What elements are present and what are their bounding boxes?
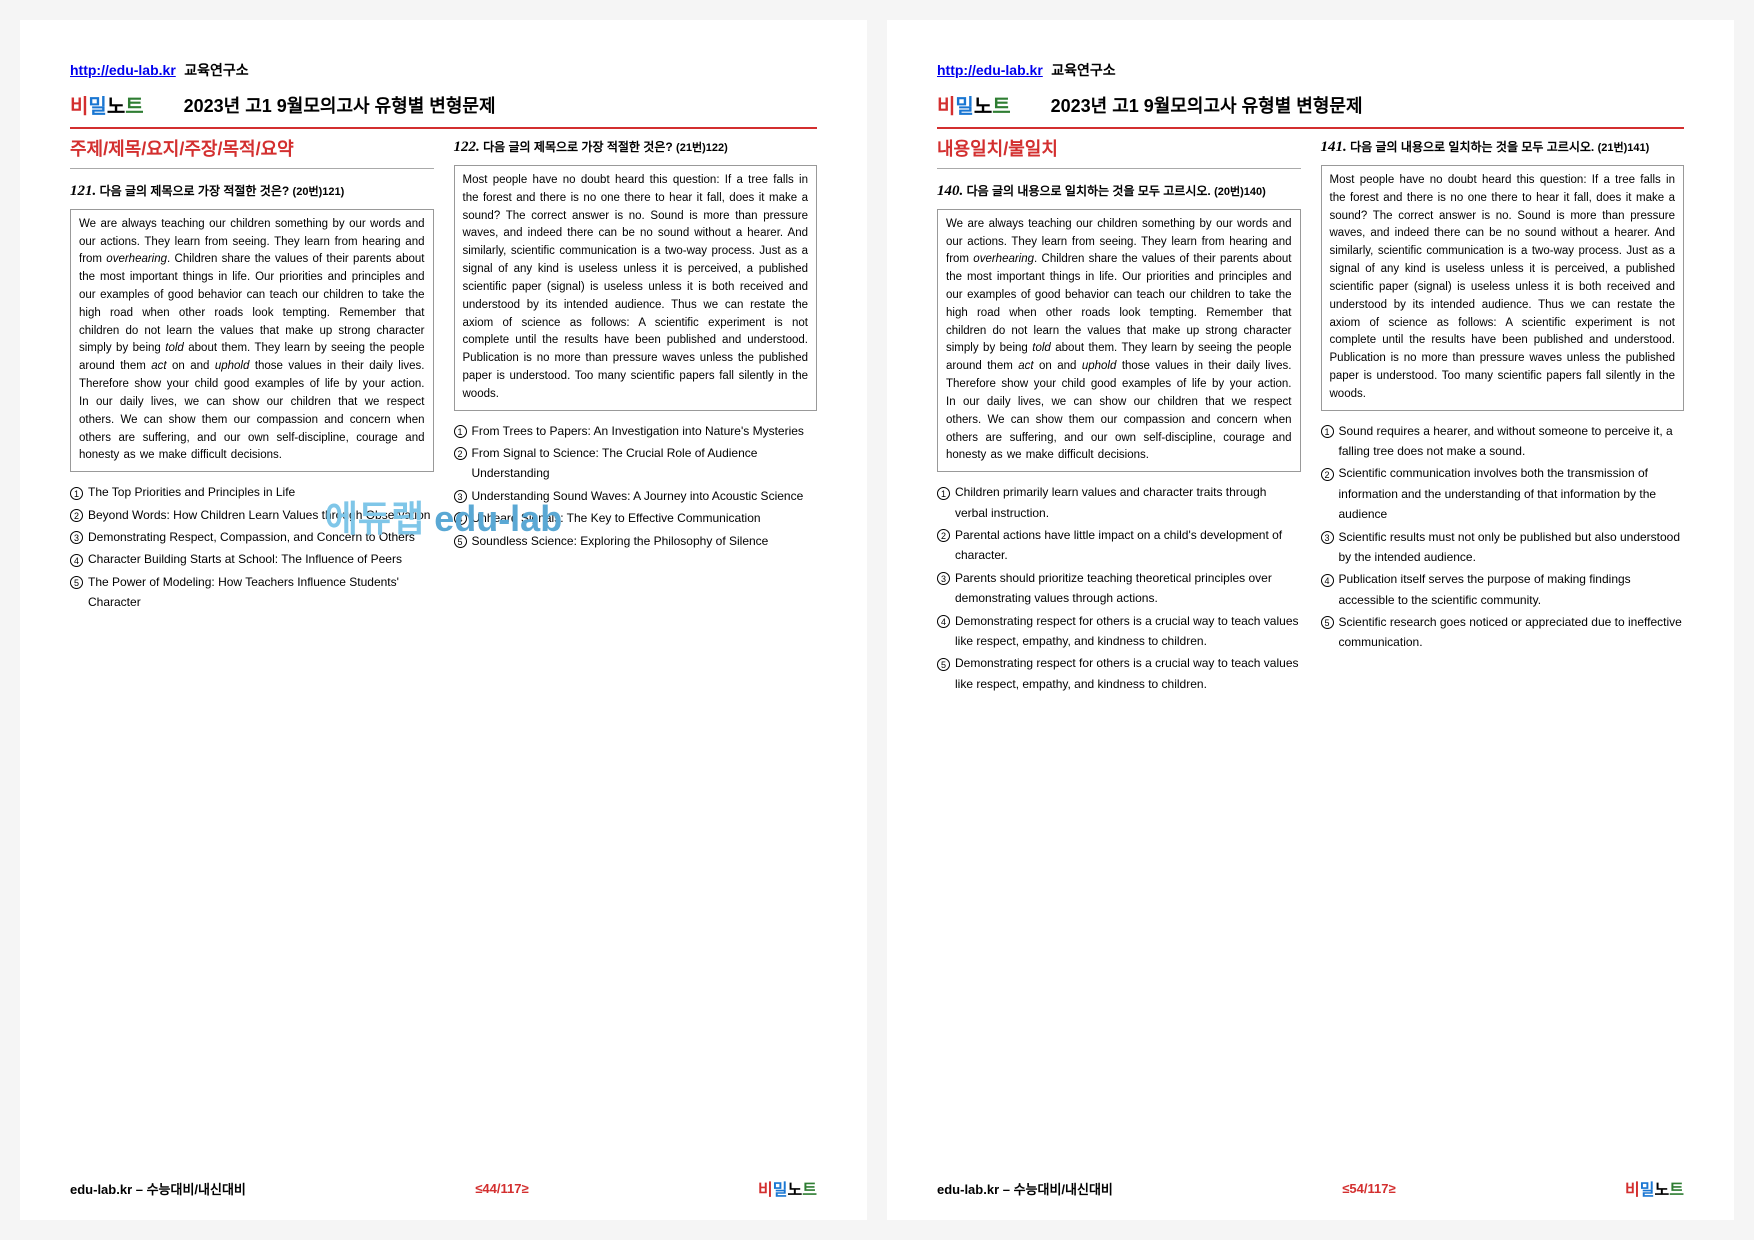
document-page-1: http://edu-lab.kr 교육연구소 비밀노트 2023년 고1 9월… (20, 20, 867, 1220)
header-row: http://edu-lab.kr 교육연구소 (70, 60, 817, 80)
option: 4Unheard Signals: The Key to Effective C… (454, 508, 818, 528)
title-row: 비밀노트 2023년 고1 9월모의고사 유형별 변형문제 (70, 90, 817, 119)
brand-logo: 비밀노트 (937, 90, 1011, 119)
option: 5Demonstrating respect for others is a c… (937, 653, 1301, 694)
options-121: 1The Top Priorities and Principles in Li… (70, 482, 434, 612)
question-header-141: 141. 다음 글의 내용으로 일치하는 것을 모두 고르시오. (21번)14… (1321, 135, 1685, 159)
title-row: 비밀노트 2023년 고1 9월모의고사 유형별 변형문제 (937, 90, 1684, 119)
header-org: 교육연구소 (184, 62, 248, 78)
footer: edu-lab.kr – 수능대비/내신대비 ≤44/117≥ 비밀노트 (70, 1166, 817, 1200)
divider-red (70, 127, 817, 129)
option: 5The Power of Modeling: How Teachers Inf… (70, 572, 434, 613)
option: 3Demonstrating Respect, Compassion, and … (70, 527, 434, 547)
section-title: 주제/제목/요지/주장/목적/요약 (70, 135, 434, 164)
options-140: 1Children primarily learn values and cha… (937, 482, 1301, 694)
header-link[interactable]: http://edu-lab.kr (70, 62, 176, 78)
document-page-2: http://edu-lab.kr 교육연구소 비밀노트 2023년 고1 9월… (887, 20, 1734, 1220)
passage-140: We are always teaching our children some… (937, 209, 1301, 472)
column-left: 주제/제목/요지/주장/목적/요약 121. 다음 글의 제목으로 가장 적절한… (70, 135, 434, 1166)
option: 4Demonstrating respect for others is a c… (937, 611, 1301, 652)
options-141: 1Sound requires a hearer, and without so… (1321, 421, 1685, 653)
question-header-122: 122. 다음 글의 제목으로 가장 적절한 것은? (21번)122) (454, 135, 818, 159)
option: 1Children primarily learn values and cha… (937, 482, 1301, 523)
footer-logo: 비밀노트 (758, 1176, 817, 1200)
option: 3Understanding Sound Waves: A Journey in… (454, 486, 818, 506)
header-org: 교육연구소 (1051, 62, 1115, 78)
option: 2Scientific communication involves both … (1321, 463, 1685, 524)
section-title: 내용일치/불일치 (937, 135, 1301, 164)
divider-red (937, 127, 1684, 129)
option: 1The Top Priorities and Principles in Li… (70, 482, 434, 502)
option: 2From Signal to Science: The Crucial Rol… (454, 443, 818, 484)
option: 2Beyond Words: How Children Learn Values… (70, 505, 434, 525)
footer-logo: 비밀노트 (1625, 1176, 1684, 1200)
header-link[interactable]: http://edu-lab.kr (937, 62, 1043, 78)
option: 5Soundless Science: Exploring the Philos… (454, 531, 818, 551)
content-columns: 내용일치/불일치 140. 다음 글의 내용으로 일치하는 것을 모두 고르시오… (937, 135, 1684, 1166)
question-header-121: 121. 다음 글의 제목으로 가장 적절한 것은? (20번)121) (70, 179, 434, 203)
footer: edu-lab.kr – 수능대비/내신대비 ≤54/117≥ 비밀노트 (937, 1166, 1684, 1200)
option: 3Scientific results must not only be pub… (1321, 527, 1685, 568)
passage-121: We are always teaching our children some… (70, 209, 434, 472)
brand-logo: 비밀노트 (70, 90, 144, 119)
option: 1Sound requires a hearer, and without so… (1321, 421, 1685, 462)
column-right: 141. 다음 글의 내용으로 일치하는 것을 모두 고르시오. (21번)14… (1321, 135, 1685, 1166)
content-columns: 주제/제목/요지/주장/목적/요약 121. 다음 글의 제목으로 가장 적절한… (70, 135, 817, 1166)
option: 1From Trees to Papers: An Investigation … (454, 421, 818, 441)
divider-grey (937, 168, 1301, 169)
footer-left: edu-lab.kr – 수능대비/내신대비 (70, 1179, 246, 1198)
document-title: 2023년 고1 9월모의고사 유형별 변형문제 (1051, 92, 1363, 118)
option: 3 Parents should prioritize teaching the… (937, 568, 1301, 609)
passage-122: Most people have no doubt heard this que… (454, 165, 818, 411)
column-right: 122. 다음 글의 제목으로 가장 적절한 것은? (21번)122) Mos… (454, 135, 818, 1166)
divider-grey (70, 168, 434, 169)
question-header-140: 140. 다음 글의 내용으로 일치하는 것을 모두 고르시오. (20번)14… (937, 179, 1301, 203)
option: 4 Publication itself serves the purpose … (1321, 569, 1685, 610)
passage-141: Most people have no doubt heard this que… (1321, 165, 1685, 411)
header-row: http://edu-lab.kr 교육연구소 (937, 60, 1684, 80)
footer-page-number: ≤54/117≥ (1342, 1181, 1395, 1196)
option: 5Scientific research goes noticed or app… (1321, 612, 1685, 653)
options-122: 1From Trees to Papers: An Investigation … (454, 421, 818, 551)
document-title: 2023년 고1 9월모의고사 유형별 변형문제 (184, 92, 496, 118)
footer-page-number: ≤44/117≥ (475, 1181, 528, 1196)
footer-left: edu-lab.kr – 수능대비/내신대비 (937, 1179, 1113, 1198)
option: 2Parental actions have little impact on … (937, 525, 1301, 566)
column-left: 내용일치/불일치 140. 다음 글의 내용으로 일치하는 것을 모두 고르시오… (937, 135, 1301, 1166)
option: 4Character Building Starts at School: Th… (70, 549, 434, 569)
